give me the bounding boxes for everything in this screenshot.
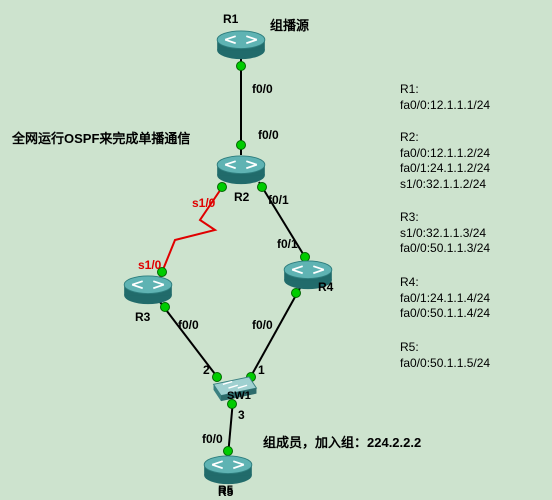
label-r2: R2 bbox=[234, 190, 249, 204]
if-r3-s10: s1/0 bbox=[138, 258, 161, 272]
info-line: R3: bbox=[400, 210, 490, 226]
if-r2-s10: s1/0 bbox=[192, 196, 215, 210]
title-multicast-source: 组播源 bbox=[270, 15, 309, 34]
info-r1: R1: fa0/0:12.1.1.1/24 bbox=[400, 82, 490, 113]
sw-port-2: 2 bbox=[203, 363, 210, 377]
label-sw1: SW1 bbox=[227, 390, 251, 402]
if-r2-f01: f0/1 bbox=[268, 193, 289, 207]
info-line: fa0/0:12.1.1.1/24 bbox=[400, 98, 490, 114]
info-line: fa0/1:24.1.1.2/24 bbox=[400, 161, 490, 177]
info-line: R2: bbox=[400, 130, 490, 146]
sw-port-1: 1 bbox=[258, 363, 265, 377]
if-r4-f01: f0/1 bbox=[277, 237, 298, 251]
router-r3 bbox=[120, 275, 176, 305]
label-r3: R3 bbox=[135, 310, 150, 324]
port-dot bbox=[236, 140, 246, 150]
if-r3-f00: f0/0 bbox=[178, 318, 199, 332]
if-r5-f00: f0/0 bbox=[202, 432, 223, 446]
info-line: s1/0:32.1.1.2/24 bbox=[400, 177, 490, 193]
info-line: fa0/0:50.1.1.5/24 bbox=[400, 356, 490, 372]
router-r2 bbox=[213, 155, 269, 185]
info-line: fa0/0:50.1.1.4/24 bbox=[400, 306, 490, 322]
if-r1-f00: f0/0 bbox=[252, 82, 273, 96]
info-line: fa0/0:50.1.1.3/24 bbox=[400, 241, 490, 257]
router-r1 bbox=[213, 30, 269, 60]
info-r3: R3: s1/0:32.1.1.3/24 fa0/0:50.1.1.3/24 bbox=[400, 210, 490, 257]
if-r2-f00: f0/0 bbox=[258, 128, 279, 142]
info-line: R5: bbox=[400, 340, 490, 356]
label-r4: R4 bbox=[318, 280, 333, 294]
ospf-note: 全网运行OSPF来完成单播通信 bbox=[12, 128, 190, 147]
info-r5: R5: fa0/0:50.1.1.5/24 bbox=[400, 340, 490, 371]
sw-port-3: 3 bbox=[238, 408, 245, 422]
label-r5-b: R5 bbox=[218, 483, 233, 497]
info-r2: R2: fa0/0:12.1.1.2/24 fa0/1:24.1.1.2/24 … bbox=[400, 130, 490, 192]
info-line: fa0/0:12.1.1.2/24 bbox=[400, 146, 490, 162]
router-r5 bbox=[200, 455, 256, 485]
label-r1: R1 bbox=[223, 12, 238, 26]
if-r4-f00: f0/0 bbox=[252, 318, 273, 332]
info-line: fa0/1:24.1.1.4/24 bbox=[400, 291, 490, 307]
port-dot bbox=[236, 61, 246, 71]
info-line: R1: bbox=[400, 82, 490, 98]
info-r4: R4: fa0/1:24.1.1.4/24 fa0/0:50.1.1.4/24 bbox=[400, 275, 490, 322]
info-line: R4: bbox=[400, 275, 490, 291]
info-line: s1/0:32.1.1.3/24 bbox=[400, 226, 490, 242]
member-note: 组成员，加入组：224.2.2.2 bbox=[263, 432, 421, 451]
